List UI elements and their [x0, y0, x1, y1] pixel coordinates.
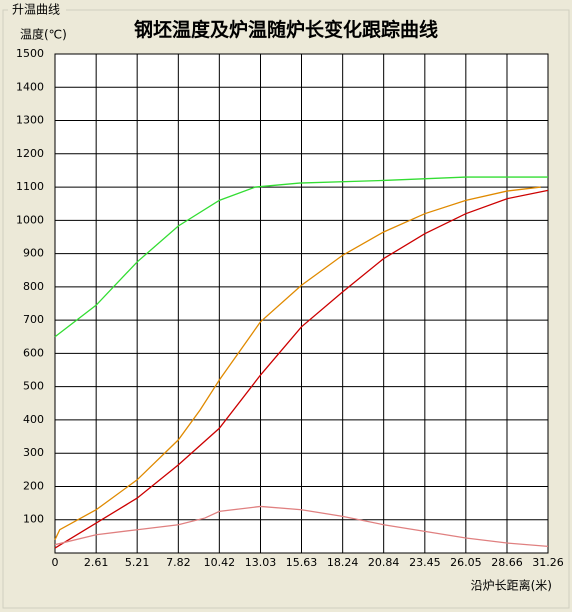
y-tick-label: 1100: [16, 180, 44, 193]
y-tick-label: 200: [23, 479, 44, 492]
y-tick-label: 900: [23, 247, 44, 260]
series-line: [54, 176, 548, 338]
group-title: 升温曲线: [12, 3, 60, 17]
x-tick-label: 7.82: [166, 556, 191, 569]
series-line: [54, 505, 549, 547]
y-tick-label: 1200: [16, 147, 44, 160]
x-tick-label: 10.42: [204, 556, 236, 569]
group-label-bg: [8, 2, 66, 18]
series-line: [54, 186, 541, 540]
y-tick-label: 1000: [16, 213, 44, 226]
x-tick-label: 18.24: [327, 556, 359, 569]
y-tick-label: 1400: [16, 80, 44, 93]
y-tick-label: 600: [23, 346, 44, 359]
y-tick-label: 1500: [16, 47, 44, 60]
plot-border: [54, 53, 549, 554]
y-tick-label: 500: [23, 380, 44, 393]
y-tick-label: 1300: [16, 114, 44, 127]
x-tick-label: 28.66: [491, 556, 523, 569]
x-tick-label: 0: [52, 556, 59, 569]
x-tick-label: 23.45: [409, 556, 441, 569]
x-tick-label: 5.21: [125, 556, 150, 569]
x-tick-label: 2.61: [84, 556, 109, 569]
chart-title: 钢坯温度及炉温随炉长变化跟踪曲线: [134, 18, 438, 41]
y-tick-label: 800: [23, 280, 44, 293]
y-tick-label: 100: [23, 513, 44, 526]
x-tick-label: 13.03: [245, 556, 277, 569]
series-line: [54, 189, 549, 549]
x-tick-label: 26.05: [450, 556, 482, 569]
y-tick-label: 400: [23, 413, 44, 426]
x-tick-label: 15.63: [286, 556, 318, 569]
x-tick-label: 31.26: [532, 556, 564, 569]
x-tick-label: 20.84: [368, 556, 400, 569]
group-box: [2, 9, 570, 609]
y-tick-label: 300: [23, 446, 44, 459]
x-axis-label: 沿炉长距离(米): [471, 578, 552, 593]
y-axis-label: 温度(℃): [20, 27, 67, 42]
y-tick-label: 700: [23, 313, 44, 326]
